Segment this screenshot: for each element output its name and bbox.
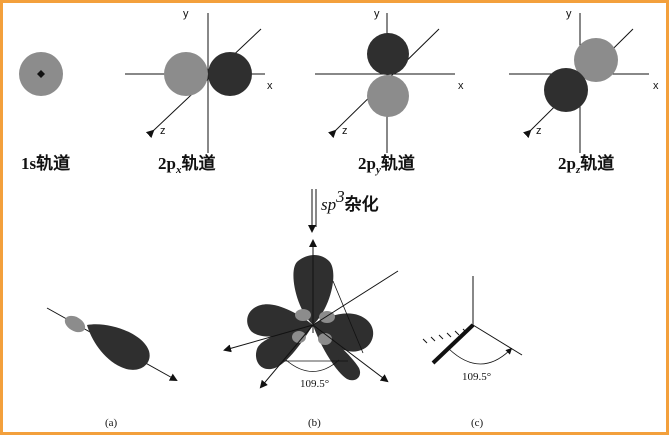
y-axis-label: y (183, 8, 189, 20)
label-2pz: 2pz轨道 (558, 153, 614, 176)
z-axis-label: z (160, 125, 166, 137)
angle-label-c: 109.5° (462, 371, 491, 383)
orbital-2py: x y z (315, 8, 464, 153)
orbital-diagram: x y z x y z x y z 1s轨道 2px轨道 2py轨道 2pz轨道 (19, 8, 659, 429)
panel-a-label: (a) (105, 417, 118, 429)
sp3-orbital-single (46, 307, 178, 381)
y-axis-label: y (566, 8, 572, 20)
diagram-frame: x y z x y z x y z 1s轨道 2px轨道 2py轨道 2pz轨道 (3, 3, 666, 432)
x-axis-label: x (653, 80, 659, 92)
z-axis-label: z (342, 125, 348, 137)
x-axis-label: x (458, 80, 464, 92)
panel-b-label: (b) (308, 417, 321, 429)
orbital-1s (19, 52, 63, 96)
panel-c-label: (c) (471, 417, 484, 429)
orbital-2px: x y z (125, 8, 273, 153)
label-1s: 1s轨道 (21, 153, 70, 173)
sp3-orbitals-tetrahedral (223, 239, 399, 389)
hybridization-arrow (308, 189, 317, 233)
y-axis-label: y (374, 8, 380, 20)
label-2py: 2py轨道 (358, 153, 415, 176)
z-axis-label: z (536, 125, 542, 137)
angle-label-b: 109.5° (300, 378, 329, 390)
tetrahedral-geometry (422, 276, 523, 365)
label-2px: 2px轨道 (158, 153, 215, 176)
hybridization-label: sp3杂化 (321, 187, 379, 214)
orbital-2pz: x y z (509, 8, 659, 153)
x-axis-label: x (267, 80, 273, 92)
